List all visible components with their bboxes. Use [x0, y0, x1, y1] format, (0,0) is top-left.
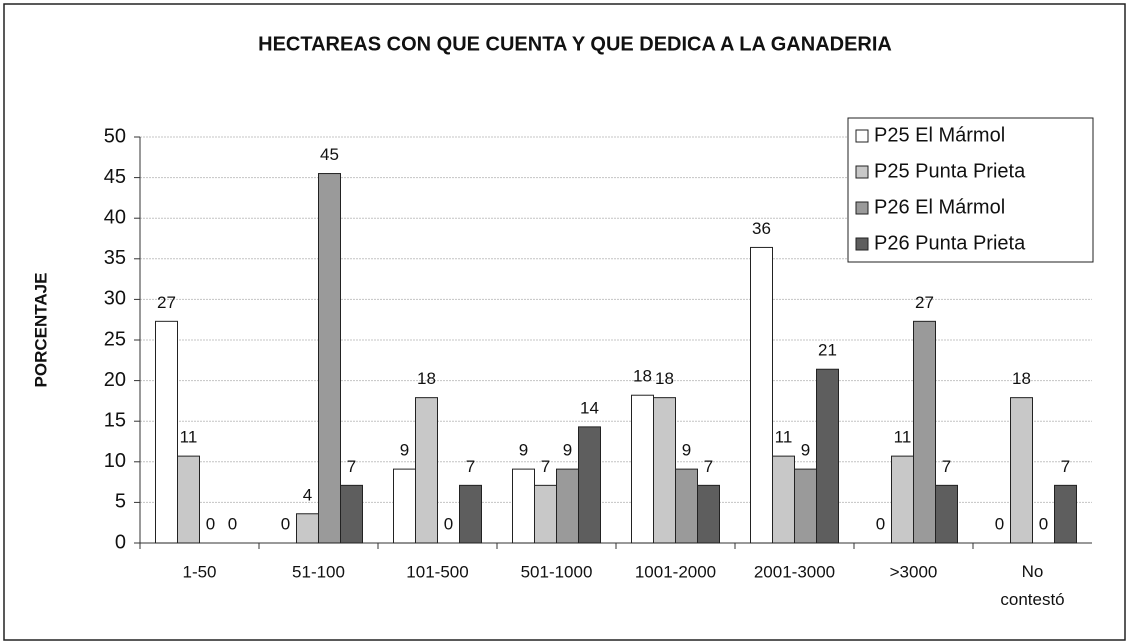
data-label: 27 — [157, 293, 176, 312]
data-label: 0 — [444, 514, 453, 533]
bar — [816, 368, 839, 544]
x-tick-label: 51-100 — [292, 562, 345, 581]
bar — [340, 484, 363, 544]
data-label: 7 — [347, 457, 356, 476]
data-label: 7 — [704, 457, 713, 476]
y-tick-label: 15 — [104, 409, 126, 431]
legend-label: P25 Punta Prieta — [874, 160, 1026, 182]
data-label: 27 — [915, 293, 934, 312]
legend-label: P25 El Mármol — [874, 124, 1005, 146]
bar — [675, 468, 698, 544]
data-label: 7 — [942, 457, 951, 476]
data-label: 0 — [281, 514, 290, 533]
data-label: 11 — [775, 428, 793, 447]
data-label: 7 — [466, 457, 475, 476]
y-tick-label: 20 — [104, 369, 126, 391]
x-tick-label: 1-50 — [182, 562, 216, 581]
bar — [913, 320, 936, 544]
bar — [891, 455, 914, 544]
legend-label: P26 El Mármol — [874, 196, 1005, 218]
data-label: 9 — [801, 441, 810, 460]
y-tick-label: 45 — [104, 166, 126, 188]
bar — [556, 468, 579, 544]
data-label: 21 — [818, 341, 837, 360]
bar — [697, 484, 720, 544]
bar — [534, 484, 557, 544]
chart-title: HECTAREAS CON QUE CUENTA Y QUE DEDICA A … — [258, 33, 892, 55]
y-tick-label: 30 — [104, 288, 126, 310]
data-label: 11 — [894, 428, 912, 447]
bar — [750, 246, 773, 544]
bar — [1054, 484, 1077, 544]
bar — [578, 426, 601, 544]
bar — [177, 455, 200, 544]
data-label: 18 — [417, 369, 436, 388]
bar — [1010, 397, 1033, 544]
data-label: 7 — [1061, 457, 1070, 476]
data-label: 14 — [580, 398, 599, 417]
data-label: 36 — [752, 219, 771, 238]
legend-swatch — [855, 129, 869, 143]
bar — [459, 484, 482, 544]
x-tick-label: 1001-2000 — [635, 562, 716, 581]
y-tick-label: 5 — [115, 491, 126, 513]
data-label: 45 — [320, 145, 339, 164]
data-label: 0 — [995, 514, 1004, 533]
y-tick-label: 0 — [115, 531, 126, 553]
bar — [794, 468, 817, 544]
data-label: 9 — [400, 441, 409, 460]
data-label: 4 — [303, 485, 312, 504]
y-tick-label: 40 — [104, 206, 126, 228]
bar — [393, 468, 416, 544]
x-tick-label: >3000 — [890, 562, 938, 581]
bar — [631, 394, 654, 544]
data-label: 7 — [541, 457, 550, 476]
bar — [155, 320, 178, 544]
data-label: 18 — [1012, 369, 1031, 388]
x-tick-label: 501-1000 — [521, 562, 593, 581]
bar — [296, 513, 319, 544]
bar — [772, 455, 795, 544]
legend-swatch — [855, 165, 869, 179]
data-label: 9 — [519, 441, 528, 460]
data-label: 0 — [206, 514, 215, 533]
x-tick-label: 101-500 — [406, 562, 468, 581]
bar — [653, 397, 676, 544]
data-label: 9 — [682, 441, 691, 460]
data-label: 0 — [876, 514, 885, 533]
bar — [318, 173, 341, 544]
bar — [415, 397, 438, 544]
y-axis-label: PORCENTAJE — [31, 273, 50, 388]
data-label: 11 — [180, 428, 198, 447]
data-label: 9 — [563, 441, 572, 460]
legend-box — [847, 117, 1094, 263]
x-tick-label: No contestó — [1000, 562, 1064, 609]
bar — [935, 484, 958, 544]
y-tick-label: 50 — [104, 125, 126, 147]
y-tick-label: 25 — [104, 328, 126, 350]
y-tick-label: 10 — [104, 450, 126, 472]
legend-swatch — [855, 237, 869, 251]
data-label: 18 — [655, 369, 674, 388]
data-label: 18 — [633, 367, 652, 386]
y-tick-label: 35 — [104, 247, 126, 269]
legend-label: P26 Punta Prieta — [874, 232, 1026, 254]
data-label: 0 — [228, 514, 237, 533]
data-label: 0 — [1039, 514, 1048, 533]
legend-swatch — [855, 201, 869, 215]
x-tick-label: 2001-3000 — [754, 562, 835, 581]
bar — [512, 468, 535, 544]
